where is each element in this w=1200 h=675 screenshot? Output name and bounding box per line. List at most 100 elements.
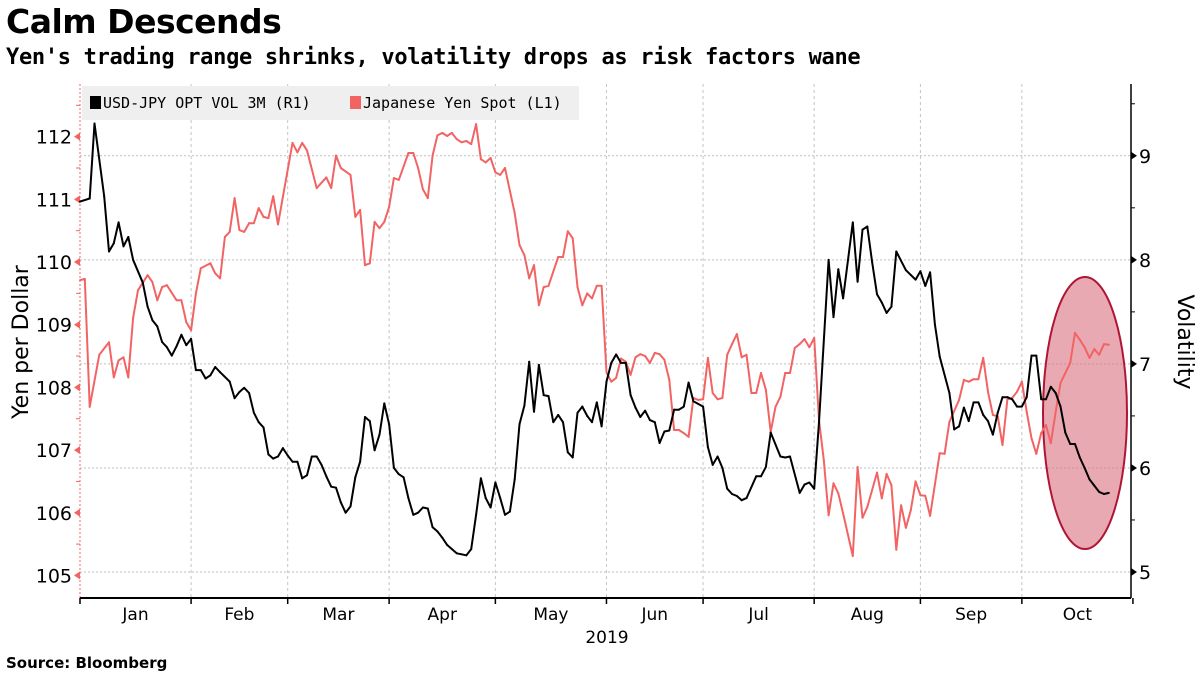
data-point xyxy=(88,405,91,408)
data-point xyxy=(619,361,622,364)
data-point xyxy=(1107,491,1110,494)
data-point xyxy=(977,401,980,404)
data-point xyxy=(837,492,840,495)
data-point xyxy=(726,487,729,490)
data-point xyxy=(827,514,830,517)
data-point xyxy=(383,402,386,405)
data-point xyxy=(668,378,671,381)
data-point xyxy=(190,337,193,340)
data-point xyxy=(489,506,492,509)
data-point xyxy=(107,250,110,253)
data-point xyxy=(1093,484,1096,487)
data-point xyxy=(745,497,748,500)
data-point xyxy=(441,536,444,539)
data-point xyxy=(301,477,304,480)
data-point xyxy=(682,432,685,435)
data-point xyxy=(875,471,878,474)
data-point xyxy=(1088,356,1091,359)
data-point xyxy=(1069,443,1072,446)
data-point xyxy=(359,208,362,211)
data-point xyxy=(117,221,120,224)
data-point xyxy=(760,475,763,478)
data-point xyxy=(296,460,299,463)
data-point xyxy=(634,406,637,409)
data-point xyxy=(542,286,545,289)
data-point xyxy=(252,411,255,414)
data-point xyxy=(731,343,734,346)
data-point xyxy=(378,433,381,436)
data-point xyxy=(702,398,705,401)
data-point xyxy=(199,369,202,372)
data-point xyxy=(576,411,579,414)
data-point xyxy=(518,244,521,247)
data-point xyxy=(1006,398,1009,401)
data-point xyxy=(837,268,840,271)
data-point xyxy=(967,420,970,423)
data-point xyxy=(199,267,202,270)
data-point xyxy=(238,390,241,393)
data-point xyxy=(233,197,236,200)
data-point xyxy=(465,554,468,557)
data-point xyxy=(938,355,941,358)
data-point xyxy=(383,220,386,223)
data-point xyxy=(731,492,734,495)
data-point xyxy=(397,178,400,181)
data-point xyxy=(595,401,598,404)
data-point xyxy=(330,485,333,488)
data-point xyxy=(702,405,705,408)
data-point xyxy=(547,395,550,398)
data-point xyxy=(943,452,946,455)
data-point xyxy=(1059,405,1062,408)
data-point xyxy=(789,371,792,374)
data-point xyxy=(1006,396,1009,399)
data-point xyxy=(450,131,453,134)
data-point xyxy=(904,526,907,529)
data-point xyxy=(450,548,453,551)
data-point xyxy=(1001,396,1004,399)
data-point xyxy=(170,354,173,357)
data-point xyxy=(721,397,724,400)
data-point xyxy=(339,166,342,169)
data-point xyxy=(1035,354,1038,357)
series-line-yen-spot xyxy=(79,123,1109,557)
data-point xyxy=(190,329,193,332)
data-point xyxy=(958,398,961,401)
data-point xyxy=(1073,443,1076,446)
data-point xyxy=(803,483,806,486)
data-point xyxy=(460,553,463,556)
data-point xyxy=(822,459,825,462)
axes: 5 6 7 8 9 105 106 107 108 109 110 111 112 Jan Feb Mar Ap… xyxy=(36,84,1151,625)
data-point xyxy=(871,260,874,263)
data-point xyxy=(557,413,560,416)
data-point xyxy=(175,345,178,348)
data-point xyxy=(1040,398,1043,401)
data-point xyxy=(1093,348,1096,351)
data-point xyxy=(745,353,748,356)
data-point xyxy=(692,400,695,403)
data-point xyxy=(832,482,835,485)
data-point xyxy=(267,217,270,220)
data-point xyxy=(1107,343,1110,346)
data-point xyxy=(277,455,280,458)
data-point xyxy=(363,415,366,418)
data-point xyxy=(286,454,289,457)
data-point xyxy=(156,325,159,328)
y-left-tick-label: 107 xyxy=(36,440,72,462)
data-point xyxy=(392,177,395,180)
data-point xyxy=(987,420,990,423)
data-point xyxy=(914,480,917,483)
data-point xyxy=(571,456,574,459)
data-point xyxy=(185,321,188,324)
data-point xyxy=(528,360,531,363)
data-point xyxy=(977,378,980,381)
data-point xyxy=(706,446,709,449)
data-point xyxy=(687,381,690,384)
data-point xyxy=(334,154,337,157)
y-left-tick-label: 112 xyxy=(36,127,72,149)
data-point xyxy=(484,161,487,164)
data-point xyxy=(98,353,101,356)
data-point xyxy=(875,293,878,296)
data-point xyxy=(789,455,792,458)
data-point xyxy=(750,392,753,395)
data-point xyxy=(982,413,985,416)
